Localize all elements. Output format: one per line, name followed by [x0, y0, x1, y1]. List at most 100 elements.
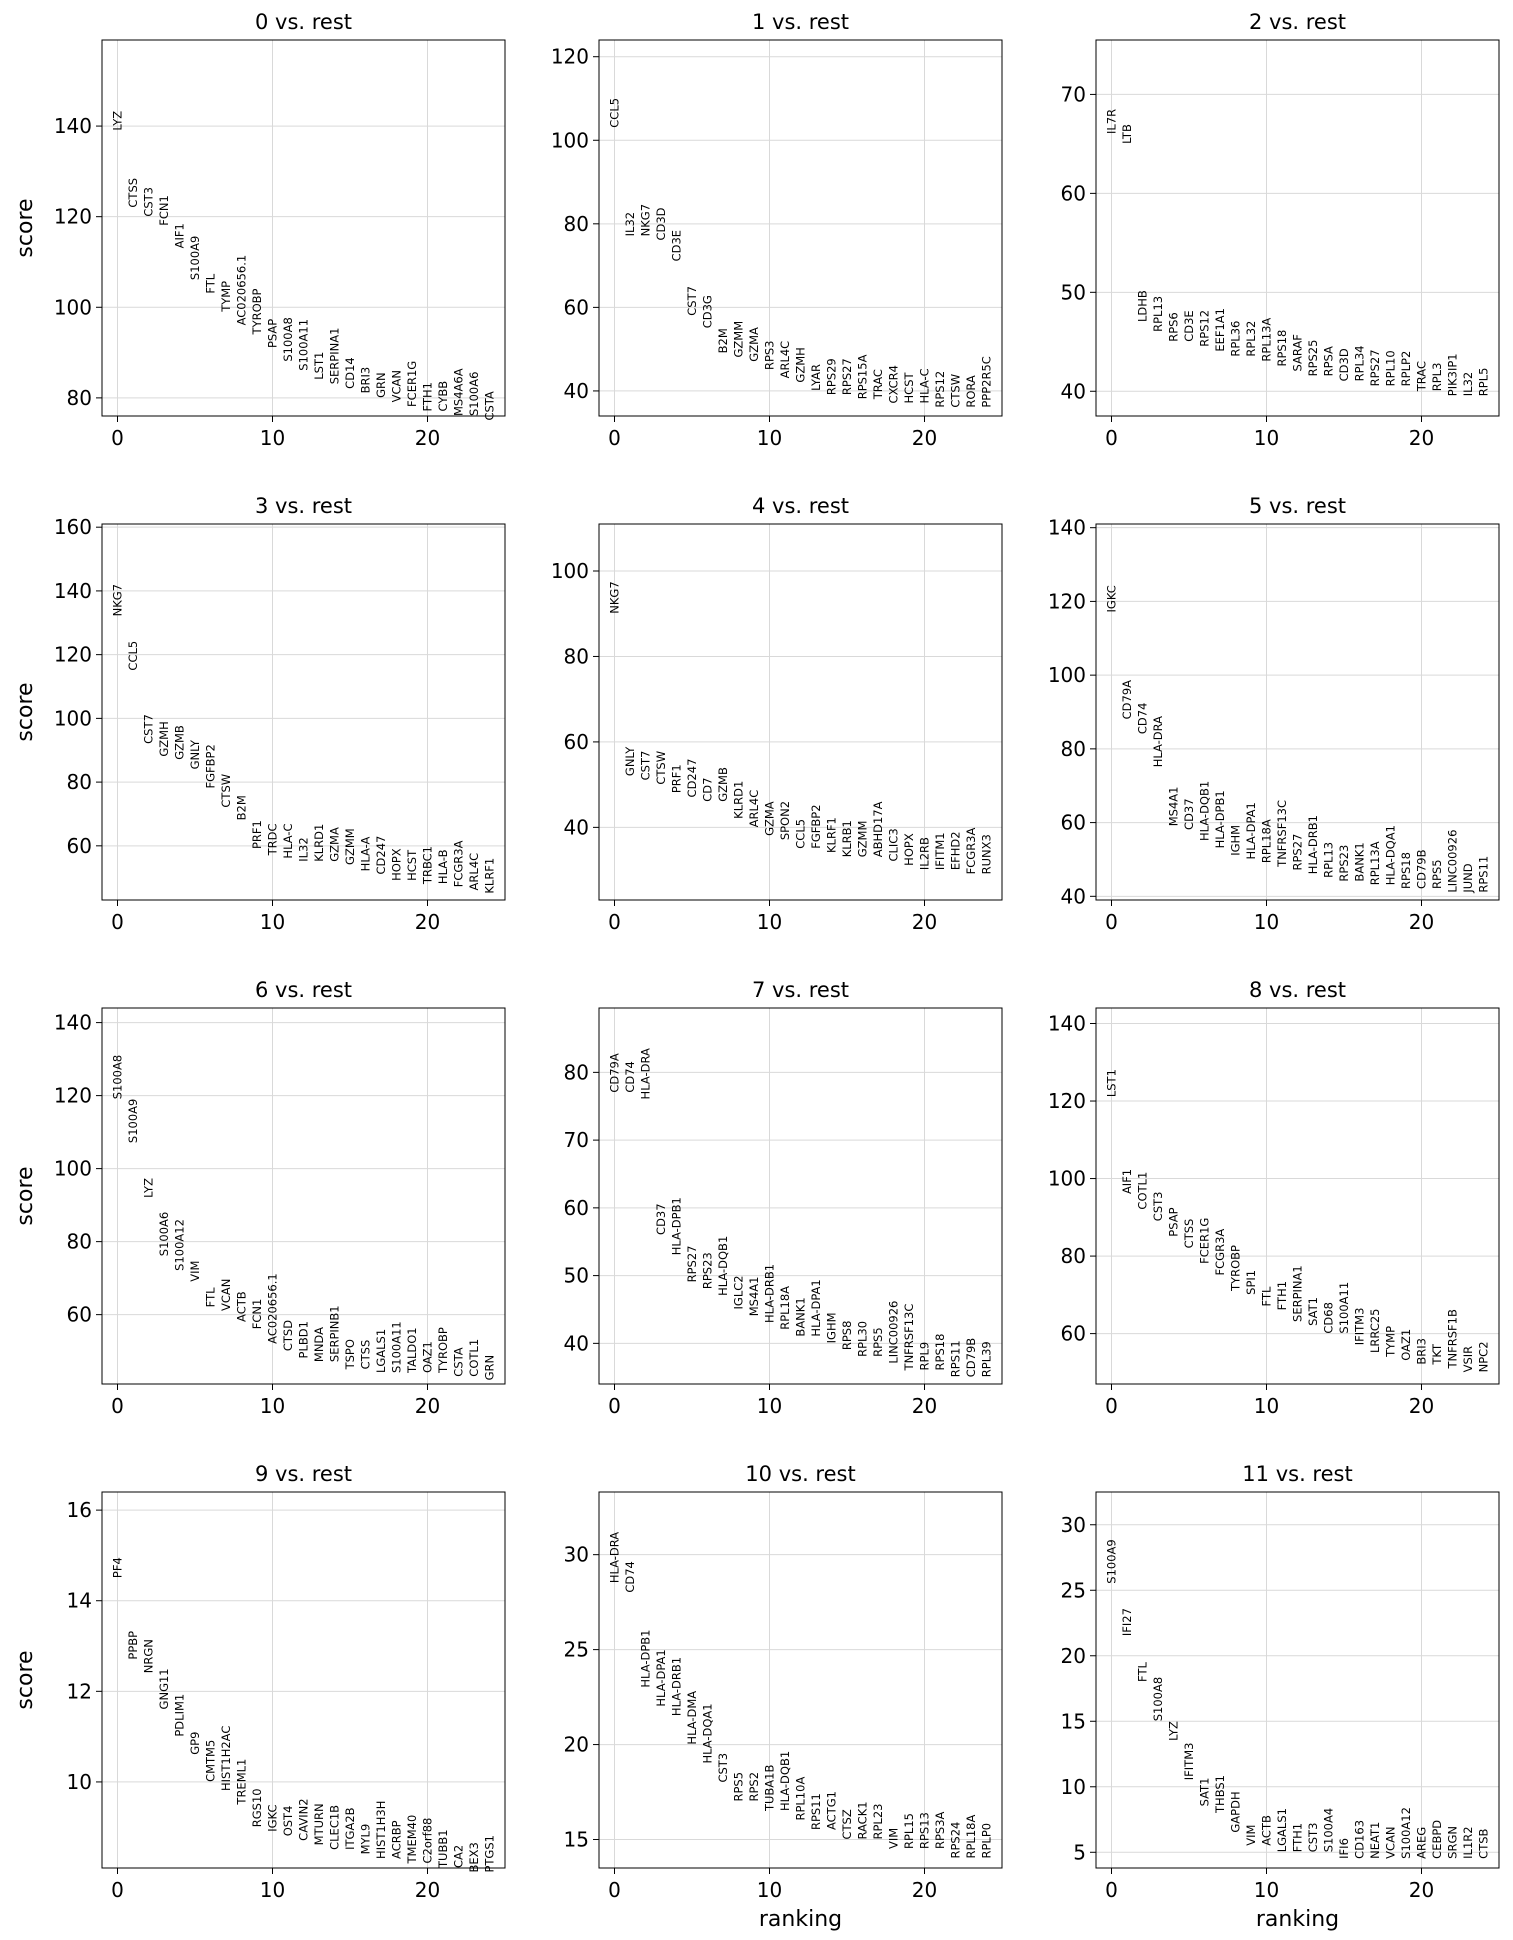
- y-tick-label: 12: [67, 1679, 92, 1703]
- gene-label: S100A8: [111, 1055, 125, 1099]
- gene-label: HLA-DRB1: [670, 1657, 684, 1716]
- panel-frame: [598, 1491, 1003, 1869]
- gene-label: CST7: [639, 751, 653, 781]
- gene-label: CD3E: [670, 230, 684, 261]
- x-tick-label: 20: [1409, 1878, 1434, 1902]
- gene-label: IGKC: [266, 1805, 280, 1832]
- gene-label: CTSS: [359, 1340, 373, 1370]
- gene-label: RPL23: [871, 1804, 885, 1840]
- gene-label: GNLY: [623, 746, 637, 776]
- gene-label: RPS2: [747, 1772, 761, 1802]
- gene-label: CTSZ: [840, 1809, 854, 1839]
- x-tick-label: 10: [757, 1394, 782, 1418]
- gene-label: ACTG1: [825, 1791, 839, 1830]
- gene-label: PF4: [111, 1557, 125, 1578]
- x-tick-label: 20: [912, 426, 937, 450]
- x-tick-label: 0: [1105, 1394, 1118, 1418]
- gene-label: NPC2: [1477, 1341, 1491, 1372]
- gene-label: CD163: [1353, 1820, 1367, 1859]
- gene-label: CEBPD: [1430, 1820, 1444, 1859]
- gene-label: CD3E: [1182, 310, 1196, 341]
- gene-label: TNFRSF1B: [1446, 1309, 1460, 1369]
- gene-label: GZMH: [794, 347, 808, 382]
- gene-label: FCER1G: [1198, 1218, 1212, 1264]
- gene-label: TUBB1: [436, 1829, 450, 1869]
- gene-label: HLA-DRB1: [763, 1264, 777, 1323]
- gene-label: CTSD: [281, 1320, 295, 1351]
- y-tick-label: 30: [1061, 1513, 1086, 1537]
- gene-label: GZMM: [732, 321, 746, 358]
- x-tick-label: 0: [608, 1878, 621, 1902]
- panel-frame: [598, 1007, 1003, 1385]
- gene-label: RPLP2: [1399, 351, 1413, 387]
- gene-label: CD7: [701, 778, 715, 802]
- gene-label: CTSW: [219, 774, 233, 808]
- x-tick-label: 10: [1254, 910, 1279, 934]
- gene-label: NRGN: [142, 1639, 156, 1673]
- gene-label: CD3G: [701, 295, 715, 328]
- gene-label: RPL18A: [778, 1286, 792, 1330]
- y-tick-label: 120: [54, 205, 92, 229]
- gene-label: IGKC: [1105, 585, 1119, 612]
- x-axis-label: ranking: [759, 1907, 842, 1932]
- x-tick-label: 0: [1105, 426, 1118, 450]
- gene-label: S100A11: [390, 1321, 404, 1373]
- gene-label: RPL32: [1244, 321, 1258, 357]
- gene-label: S100A8: [1151, 1677, 1165, 1721]
- gene-label: HLA-DRA: [639, 1048, 653, 1099]
- y-tick-label: 100: [54, 1157, 92, 1181]
- y-tick-label: 100: [551, 559, 589, 583]
- gene-label: RPL34: [1353, 345, 1367, 381]
- gene-label: RPL10: [1384, 350, 1398, 386]
- gene-label: CD3D: [1337, 348, 1351, 381]
- panel-frame: [1095, 523, 1500, 901]
- y-tick-label: 80: [1061, 1244, 1086, 1268]
- y-axis-label: score: [13, 682, 38, 741]
- panel-title: 8 vs. rest: [1249, 978, 1346, 1002]
- y-tick-label: 60: [1061, 181, 1086, 205]
- gene-label: TALDO1: [405, 1327, 419, 1374]
- gene-label: VIM: [887, 1828, 901, 1849]
- gene-label: RUNX3: [980, 834, 994, 874]
- gene-label: RPS27: [1368, 349, 1382, 386]
- gene-label: SERPINA1: [1291, 1265, 1305, 1322]
- gene-label: MS4A1: [747, 1277, 761, 1317]
- y-tick-label: 20: [1061, 1644, 1086, 1668]
- gene-label: RPS5: [1430, 859, 1444, 889]
- gene-label: RPL13: [1151, 296, 1165, 332]
- gene-label: HLA-C: [281, 823, 295, 858]
- gene-label: GRN: [374, 372, 388, 398]
- x-tick-label: 0: [111, 910, 124, 934]
- gene-label: BANK1: [794, 1297, 808, 1336]
- gene-label: ACTB: [1260, 1815, 1274, 1846]
- gene-label: IFI6: [1337, 1838, 1351, 1859]
- gene-label: CD74: [1136, 703, 1150, 735]
- panel-frame: [1095, 1491, 1500, 1869]
- gene-label: CTSW: [654, 751, 668, 785]
- gene-label: RPS25: [1306, 340, 1320, 377]
- y-tick-label: 100: [551, 128, 589, 152]
- gene-label: CD37: [654, 1203, 668, 1235]
- gene-label: B2M: [716, 328, 730, 353]
- y-tick-label: 16: [67, 1498, 92, 1522]
- gene-label: IGHM: [825, 1312, 839, 1343]
- gene-label: TSPO: [343, 1339, 357, 1370]
- gene-label: JUND: [1461, 863, 1475, 893]
- gene-label: MNDA: [312, 1327, 326, 1362]
- y-tick-label: 140: [1048, 1012, 1086, 1036]
- y-tick-label: 120: [551, 45, 589, 69]
- gene-label: KLRF1: [825, 817, 839, 853]
- gene-label: HLA-DPB1: [670, 1197, 684, 1255]
- y-tick-label: 80: [564, 1060, 589, 1084]
- y-tick-label: 15: [1061, 1709, 1086, 1733]
- gene-label: CA2: [452, 1845, 466, 1868]
- gene-label: TKT: [1430, 1343, 1444, 1366]
- gene-label: SPON2: [778, 801, 792, 840]
- panel-frame: [101, 1491, 506, 1869]
- gene-label: MS4A1: [1167, 787, 1181, 827]
- panel-frame: [598, 523, 1003, 901]
- panel-frame: [1095, 1007, 1500, 1385]
